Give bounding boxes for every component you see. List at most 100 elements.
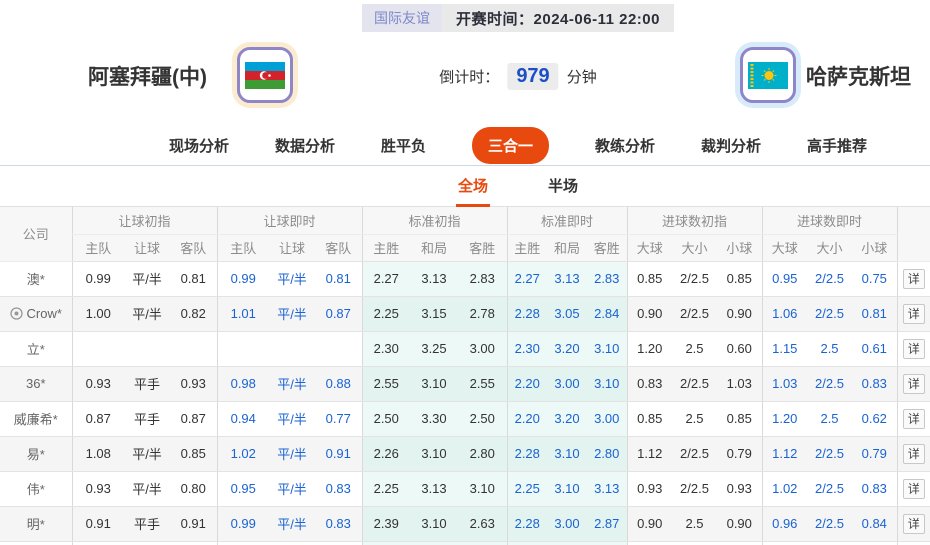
odds-cell: 3.10 [410,366,458,402]
odds-cell: 平/半 [269,471,315,507]
scope-tabs: 全场 半场 [0,166,930,207]
countdown: 倒计时： 979 分钟 [439,63,597,90]
league-badge[interactable]: 国际友谊 [362,4,443,32]
odds-cell [124,540,170,545]
odds-cell: 1.08 [71,436,124,472]
odds-cell: 3.00 [547,506,587,542]
nav-tab-4[interactable]: 三合一 [471,126,549,164]
odds-cell: 平手 [124,366,170,402]
odds-cell: 2.5 [672,401,717,437]
col-group-header-4: 标准即时 [506,207,627,235]
odds-cell: 平/半 [269,261,315,297]
odds-cell: 2.50 [458,401,507,437]
odds-cell: 2.5 [807,401,853,437]
odds-cell [315,540,362,545]
home-team-name: 阿塞拜疆(中) [88,66,207,89]
away-flag-icon [740,47,796,103]
col-group-header-2: 让球即时 [216,207,362,235]
nav-tab-6[interactable]: 裁判分析 [701,137,762,155]
detail-button[interactable]: 详 [902,443,925,464]
odds-cell: 2.26 [361,436,410,472]
company-name: 澳* [0,261,72,297]
company-name: 威廉希* [0,401,72,437]
nav-tab-2[interactable]: 数据分析 [274,137,335,155]
kazakhstan-flag-icon [748,61,788,89]
odds-cell: 0.95 [761,261,808,297]
nav-tab-7[interactable]: 高手推荐 [807,137,868,155]
col-group-header-1: 让球初指 [71,207,217,235]
analysis-nav: 现场分析 数据分析 胜平负 三合一 教练分析 裁判分析 高手推荐 [0,125,930,166]
odds-cell: 0.79 [717,436,763,472]
odds-row-立: 立* 2.30 3.25 3.00 2.30 3.20 3.10 1.20 2.5 0.60 1.1… [0,331,930,367]
col-subheader: 客队 [315,234,362,262]
odds-cell: 2.80 [587,436,627,472]
odds-cell [124,331,170,367]
detail-cell: 详 [896,366,930,402]
odds-cell: 2/2.5 [672,366,717,402]
odds-cell: 2.5 [672,506,717,542]
odds-cell: 0.93 [626,471,672,507]
odds-cell: 3.05 [547,296,587,332]
col-subheader: 大球 [626,234,672,262]
odds-cell: 3.00 [587,401,627,437]
col-group-header-5: 进球数初指 [626,207,763,235]
odds-cell: 3.25 [410,331,458,367]
azerbaijan-flag-icon [245,61,285,89]
odds-cell: 0.99 [216,261,269,297]
target-icon [9,307,23,320]
nav-tab-3[interactable]: 胜平负 [380,137,426,155]
col-subheader: 让球 [124,234,170,262]
odds-cell: 2/2.5 [807,506,853,542]
countdown-value: 979 [507,63,559,90]
odds-cell: 1.20 [626,331,672,367]
odds-cell: 0.83 [626,366,672,402]
nav-tab-5[interactable]: 教练分析 [595,137,656,155]
odds-cell: 2.30 [361,331,410,367]
odds-cell: 3.10 [587,331,627,367]
odds-cell: 平/半 [269,401,315,437]
odds-cell: 1.01 [216,296,269,332]
odds-cell: 2.5 [672,331,717,367]
odds-cell: 平手 [124,506,170,542]
col-group-header-3: 标准初指 [361,207,507,235]
nav-tab-1[interactable]: 现场分析 [168,137,229,155]
odds-cell: 2/2.5 [807,261,853,297]
odds-cell [216,331,269,367]
odds-cell: 0.62 [852,401,898,437]
odds-cell: 0.93 [170,366,217,402]
odds-cell [761,540,808,545]
odds-cell: 3.10 [458,471,507,507]
col-subheader: 主队 [71,234,124,262]
company-name: 易* [0,436,72,472]
detail-cell: 详 [896,436,930,472]
odds-cell: 1.12 [626,436,672,472]
odds-cell [672,540,717,545]
odds-cell: 0.77 [315,401,362,437]
detail-button[interactable]: 详 [902,408,925,429]
odds-cell [506,540,547,545]
odds-cell: 0.85 [170,436,217,472]
odds-cell: 2.50 [361,401,410,437]
detail-button[interactable]: 详 [902,303,925,324]
odds-cell: 2/2.5 [807,471,853,507]
odds-cell: 2.83 [587,261,627,297]
detail-button[interactable]: 详 [902,268,925,289]
detail-button[interactable]: 详 [902,373,925,394]
odds-cell: 0.93 [717,471,763,507]
odds-cell: 0.87 [315,296,362,332]
detail-button[interactable]: 详 [902,513,925,534]
odds-cell: 2.28 [506,436,547,472]
detail-cell: 详 [896,296,930,332]
odds-cell [626,540,672,545]
detail-button[interactable]: 详 [902,478,925,499]
odds-cell: 2/2.5 [672,296,717,332]
detail-cell: 详 [896,331,930,367]
subtab-1[interactable]: 全场 [455,166,490,207]
col-subheader: 大球 [761,234,808,262]
odds-cell: 0.83 [315,506,362,542]
odds-cell: 0.83 [315,471,362,507]
detail-button[interactable]: 详 [902,338,925,359]
subtab-2[interactable]: 半场 [548,177,579,195]
odds-cell: 2.25 [361,471,410,507]
odds-cell: 2.55 [361,366,410,402]
